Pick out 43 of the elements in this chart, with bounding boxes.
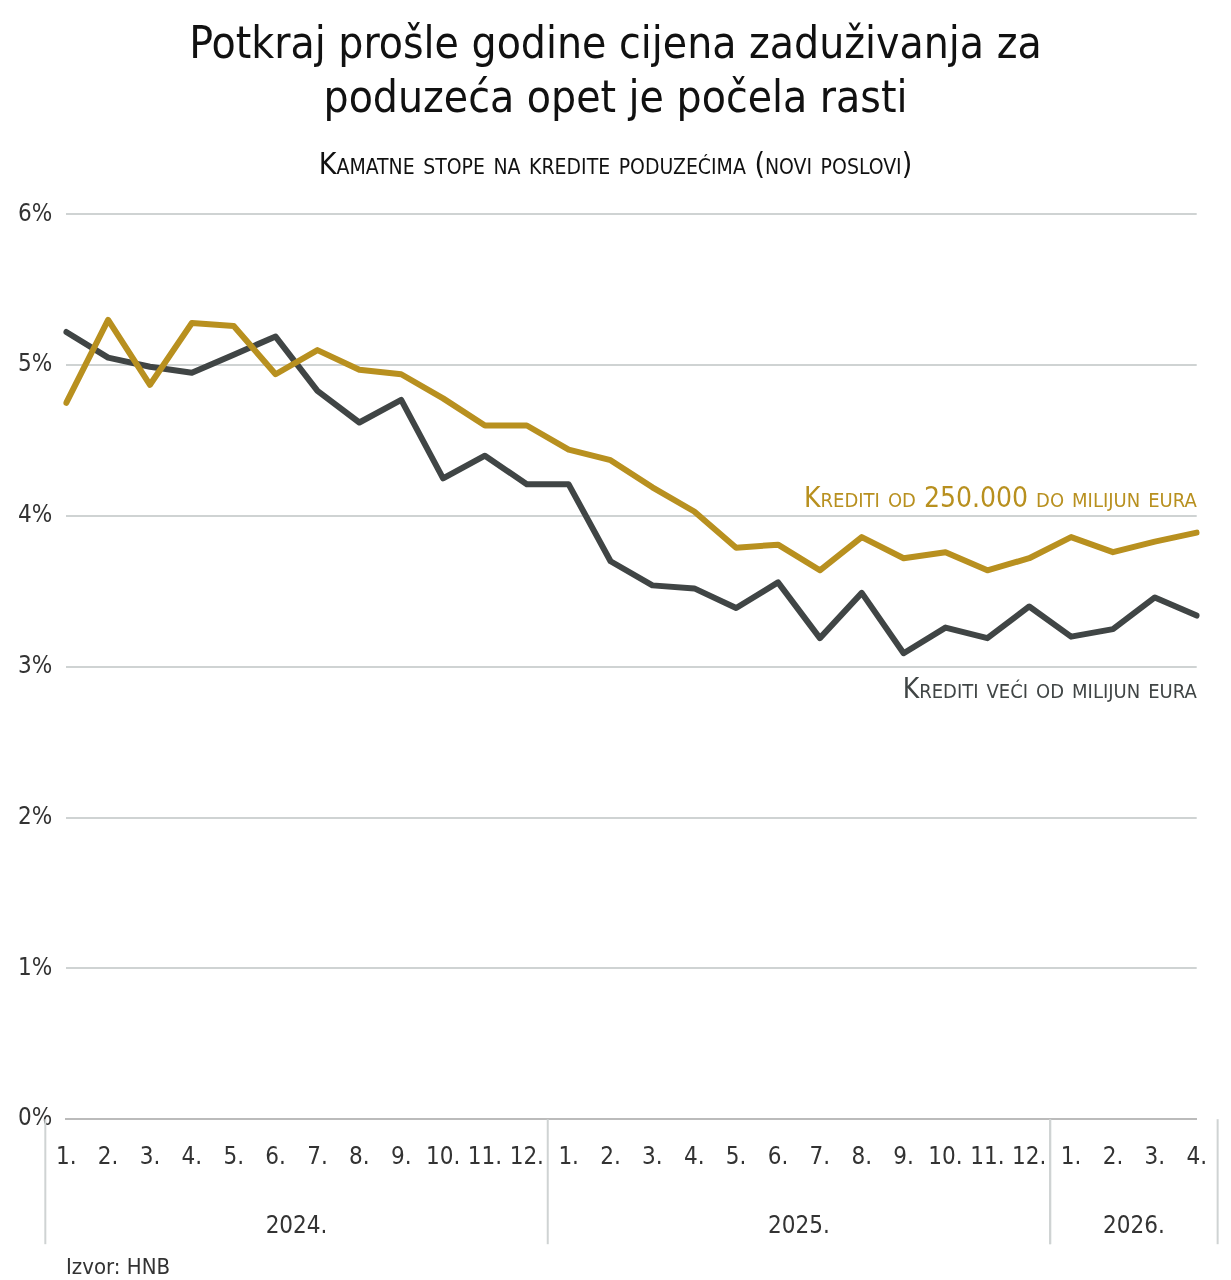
y-tick-label: 5%	[17, 349, 53, 378]
text: 2024.	[265, 1211, 328, 1240]
x-tick-label: 8.	[851, 1141, 873, 1170]
x-tick-label: 2.	[1102, 1141, 1124, 1170]
x-tick-label: 12.	[1012, 1141, 1047, 1170]
chart-title: Potkraj prošle godine cijena zaduživanja za poduzeća opet je počela rasti	[188, 16, 1043, 124]
y-tick-label: 3%	[17, 651, 53, 680]
x-tick-label: 4.	[1186, 1141, 1207, 1170]
x-tick-label: 11.	[970, 1141, 1005, 1170]
text: Izvor: HNB	[66, 1254, 171, 1279]
x-tick-label: 7.	[307, 1141, 328, 1170]
x-tick-label: 6.	[767, 1141, 789, 1170]
x-tick-label: 9.	[893, 1141, 914, 1170]
x-tick-label: 8.	[349, 1141, 370, 1170]
x-tick-label: 6.	[265, 1141, 286, 1170]
chart-subtitle: Kamatne stope na kredite poduzećima (novi poslovi)	[317, 146, 914, 183]
x-tick-label: 5.	[725, 1141, 747, 1170]
x-tick-label: 3.	[1144, 1141, 1166, 1170]
x-tick-label: 4.	[181, 1141, 203, 1170]
x-tick-label: 2.	[600, 1141, 621, 1170]
text: 2025.	[768, 1211, 830, 1240]
y-tick-label: 1%	[17, 952, 53, 981]
x-tick-label: 10.	[928, 1141, 963, 1170]
x-tick-label: 11.	[467, 1141, 503, 1170]
x-tick-label: 4.	[683, 1141, 705, 1170]
series-label: Krediti od 250.000 do milijun eura	[804, 480, 1198, 514]
x-tick-label: 1.	[55, 1141, 77, 1170]
x-tick-label: 1.	[1060, 1141, 1082, 1170]
y-tick-label: 6%	[17, 198, 53, 227]
x-tick-label: 12.	[509, 1141, 544, 1170]
x-tick-label: 10.	[425, 1141, 461, 1170]
y-tick-label: 2%	[17, 801, 53, 830]
x-tick-label: 3.	[642, 1141, 663, 1170]
x-tick-label: 9.	[390, 1141, 412, 1170]
x-tick-label: 7.	[809, 1141, 831, 1170]
series-label: Krediti veći od milijun eura	[902, 671, 1198, 705]
x-tick-label: 5.	[223, 1141, 245, 1170]
y-tick-label: 4%	[17, 500, 53, 529]
text: 2026.	[1103, 1211, 1165, 1240]
x-tick-label: 2.	[97, 1141, 119, 1170]
y-tick-label: 0%	[17, 1103, 53, 1132]
x-tick-label: 3.	[139, 1141, 161, 1170]
x-tick-label: 1.	[558, 1141, 579, 1170]
